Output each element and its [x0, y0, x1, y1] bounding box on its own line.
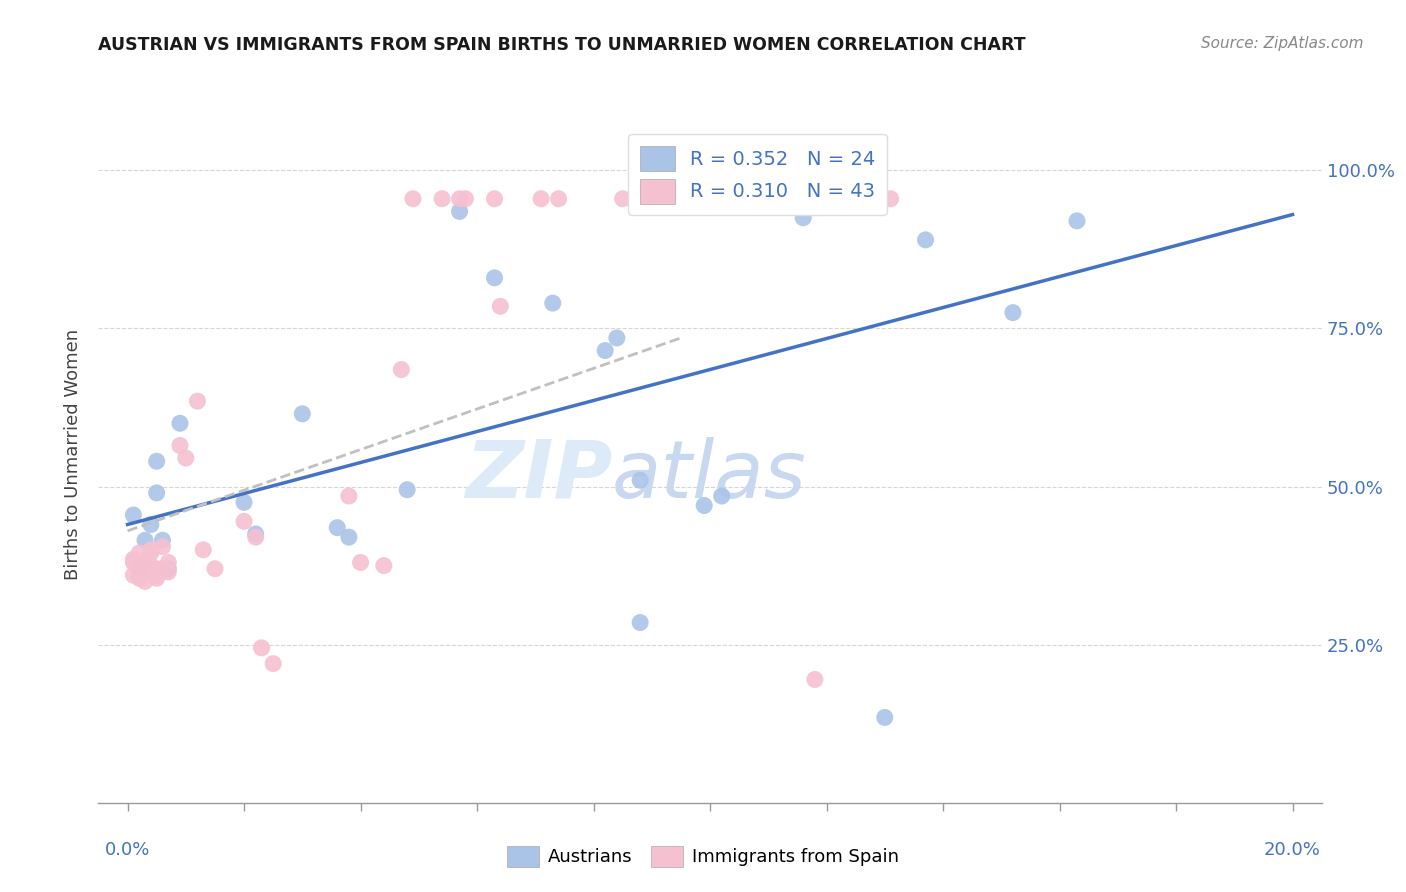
Text: atlas: atlas: [612, 437, 807, 515]
Point: [134, 574, 156, 589]
Point: [152, 540, 174, 554]
Point: [145, 571, 167, 585]
Point: [250, 640, 273, 655]
Text: 0.0%: 0.0%: [105, 841, 150, 859]
Point: [128, 562, 150, 576]
Point: [402, 192, 425, 206]
Point: [145, 454, 167, 468]
Point: [530, 192, 553, 206]
Point: [233, 514, 256, 528]
Point: [128, 546, 150, 560]
Point: [628, 473, 651, 487]
Point: [174, 451, 197, 466]
Point: [139, 565, 162, 579]
Point: [873, 710, 896, 724]
Point: [128, 571, 150, 585]
Point: [541, 296, 564, 310]
Point: [157, 556, 180, 570]
Point: [134, 533, 156, 548]
Point: [430, 192, 453, 206]
Point: [879, 192, 901, 206]
Point: [204, 562, 226, 576]
Point: [693, 499, 716, 513]
Point: [134, 565, 156, 579]
Point: [593, 343, 616, 358]
Point: [122, 508, 145, 522]
Point: [628, 615, 651, 630]
Point: [193, 542, 215, 557]
Point: [128, 562, 150, 576]
Point: [804, 673, 827, 687]
Point: [145, 568, 167, 582]
Point: [326, 521, 349, 535]
Text: ZIP: ZIP: [465, 437, 612, 515]
Point: [139, 546, 162, 560]
Point: [449, 204, 471, 219]
Point: [612, 192, 634, 206]
Point: [157, 562, 180, 576]
Point: [606, 331, 628, 345]
Point: [122, 552, 145, 566]
Point: [1066, 214, 1088, 228]
Text: AUSTRIAN VS IMMIGRANTS FROM SPAIN BIRTHS TO UNMARRIED WOMEN CORRELATION CHART: AUSTRIAN VS IMMIGRANTS FROM SPAIN BIRTHS…: [98, 36, 1026, 54]
Point: [169, 417, 191, 431]
Point: [139, 542, 162, 557]
Point: [122, 556, 145, 570]
Point: [489, 299, 512, 313]
Legend: R = 0.352   N = 24, R = 0.310   N = 43: R = 0.352 N = 24, R = 0.310 N = 43: [628, 134, 887, 215]
Point: [139, 558, 162, 573]
Point: [1001, 305, 1024, 319]
Point: [145, 486, 167, 500]
Point: [262, 657, 284, 671]
Legend: Austrians, Immigrants from Spain: Austrians, Immigrants from Spain: [499, 838, 907, 874]
Point: [233, 495, 256, 509]
Point: [169, 438, 191, 452]
Point: [710, 489, 733, 503]
Point: [145, 562, 167, 576]
Point: [396, 483, 419, 497]
Text: 20.0%: 20.0%: [1264, 841, 1322, 859]
Point: [449, 192, 471, 206]
Point: [139, 517, 162, 532]
Point: [484, 192, 506, 206]
Point: [373, 558, 395, 573]
Text: Source: ZipAtlas.com: Source: ZipAtlas.com: [1201, 36, 1364, 51]
Point: [152, 562, 174, 576]
Point: [337, 530, 360, 544]
Point: [547, 192, 569, 206]
Point: [337, 489, 360, 503]
Point: [186, 394, 208, 409]
Point: [454, 192, 477, 206]
Point: [914, 233, 936, 247]
Point: [157, 565, 180, 579]
Point: [389, 362, 412, 376]
Point: [484, 270, 506, 285]
Point: [291, 407, 314, 421]
Point: [349, 556, 371, 570]
Point: [122, 568, 145, 582]
Point: [792, 211, 814, 225]
Point: [152, 533, 174, 548]
Point: [245, 527, 267, 541]
Point: [134, 556, 156, 570]
Point: [245, 530, 267, 544]
Y-axis label: Births to Unmarried Women: Births to Unmarried Women: [65, 329, 83, 581]
